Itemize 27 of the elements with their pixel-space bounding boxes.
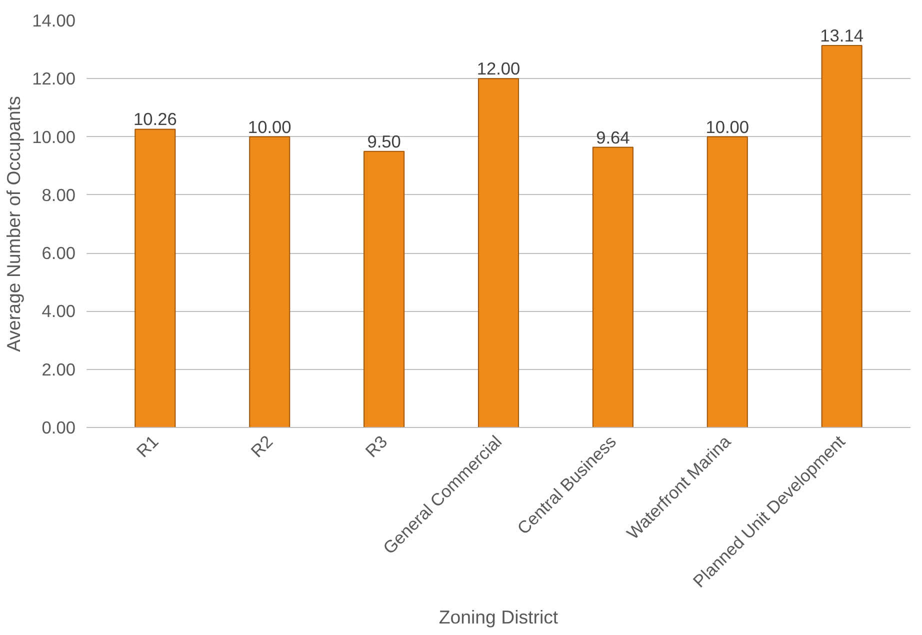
data-label: 10.00 [248,116,292,137]
bar [706,136,748,428]
y-tick-label: 2.00 [42,359,76,380]
x-tick-label: R1 [132,431,162,462]
y-tick-label: 12.00 [32,68,76,89]
y-tick-label: 0.00 [42,418,76,438]
y-tick-label: 10.00 [32,126,76,147]
x-axis-title: Zoning District [438,606,559,628]
data-label: 10.00 [706,116,750,137]
x-tick-label: R3 [361,431,392,462]
bar [821,45,862,428]
y-tick-label: 4.00 [42,301,76,322]
y-tick-label: 6.00 [42,243,76,264]
data-label: 9.64 [596,127,630,148]
bar [592,146,634,428]
y-tick-label: 14.00 [32,10,76,30]
data-label: 12.00 [476,58,520,79]
bar [478,78,520,428]
x-tick-label: R2 [246,431,277,462]
data-label: 10.26 [133,109,177,130]
data-label: 13.14 [820,26,864,46]
y-axis-title: Average Number of Occupants [3,96,24,352]
bar [134,128,176,428]
bar [249,136,290,428]
data-label: 9.50 [367,131,401,152]
bar [364,150,405,428]
y-tick-label: 8.00 [42,184,76,205]
